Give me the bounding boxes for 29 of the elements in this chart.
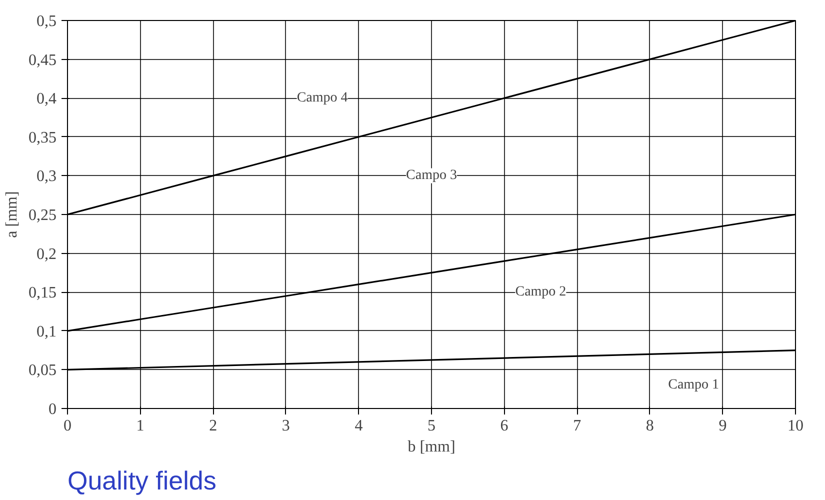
y-tick-label: 0,25 bbox=[28, 207, 56, 224]
text: Quality fields bbox=[68, 466, 216, 496]
y-tick-label: 0,35 bbox=[28, 129, 56, 146]
x-tick-label: 2 bbox=[209, 418, 218, 434]
x-tick-label: 3 bbox=[282, 418, 290, 434]
x-tick-label: 8 bbox=[646, 418, 654, 434]
y-tick-label: 0,2 bbox=[36, 246, 56, 263]
x-tick-label: 4 bbox=[354, 418, 363, 434]
annotation: Campo 1 bbox=[668, 378, 720, 393]
y-tick-label: 0,45 bbox=[28, 52, 56, 69]
x-tick-label: 0 bbox=[64, 418, 72, 434]
y-tick-label: 0,05 bbox=[28, 362, 56, 380]
y-axis-title: a [mm] bbox=[4, 191, 20, 238]
y-tick-label: 0,3 bbox=[36, 168, 56, 186]
y-tick-label: 0,4 bbox=[36, 90, 56, 108]
y-tick-label: 0 bbox=[48, 401, 56, 418]
x-tick-label: 5 bbox=[428, 418, 436, 434]
x-tick-label: 7 bbox=[573, 418, 582, 434]
x-tick-label: 6 bbox=[500, 418, 508, 434]
x-axis-title: b [mm] bbox=[408, 438, 456, 456]
annotation: Campo 4 bbox=[296, 90, 348, 106]
y-tick-label: 0,15 bbox=[28, 284, 56, 302]
annotation: Campo 3 bbox=[406, 168, 457, 184]
annotation: Campo 2 bbox=[515, 284, 566, 300]
x-tick-label: 10 bbox=[788, 418, 804, 434]
x-tick-label: 9 bbox=[718, 418, 727, 434]
y-tick-label: 0,5 bbox=[36, 13, 56, 30]
x-tick-label: 1 bbox=[136, 418, 144, 434]
y-tick-label: 0,1 bbox=[36, 323, 56, 340]
